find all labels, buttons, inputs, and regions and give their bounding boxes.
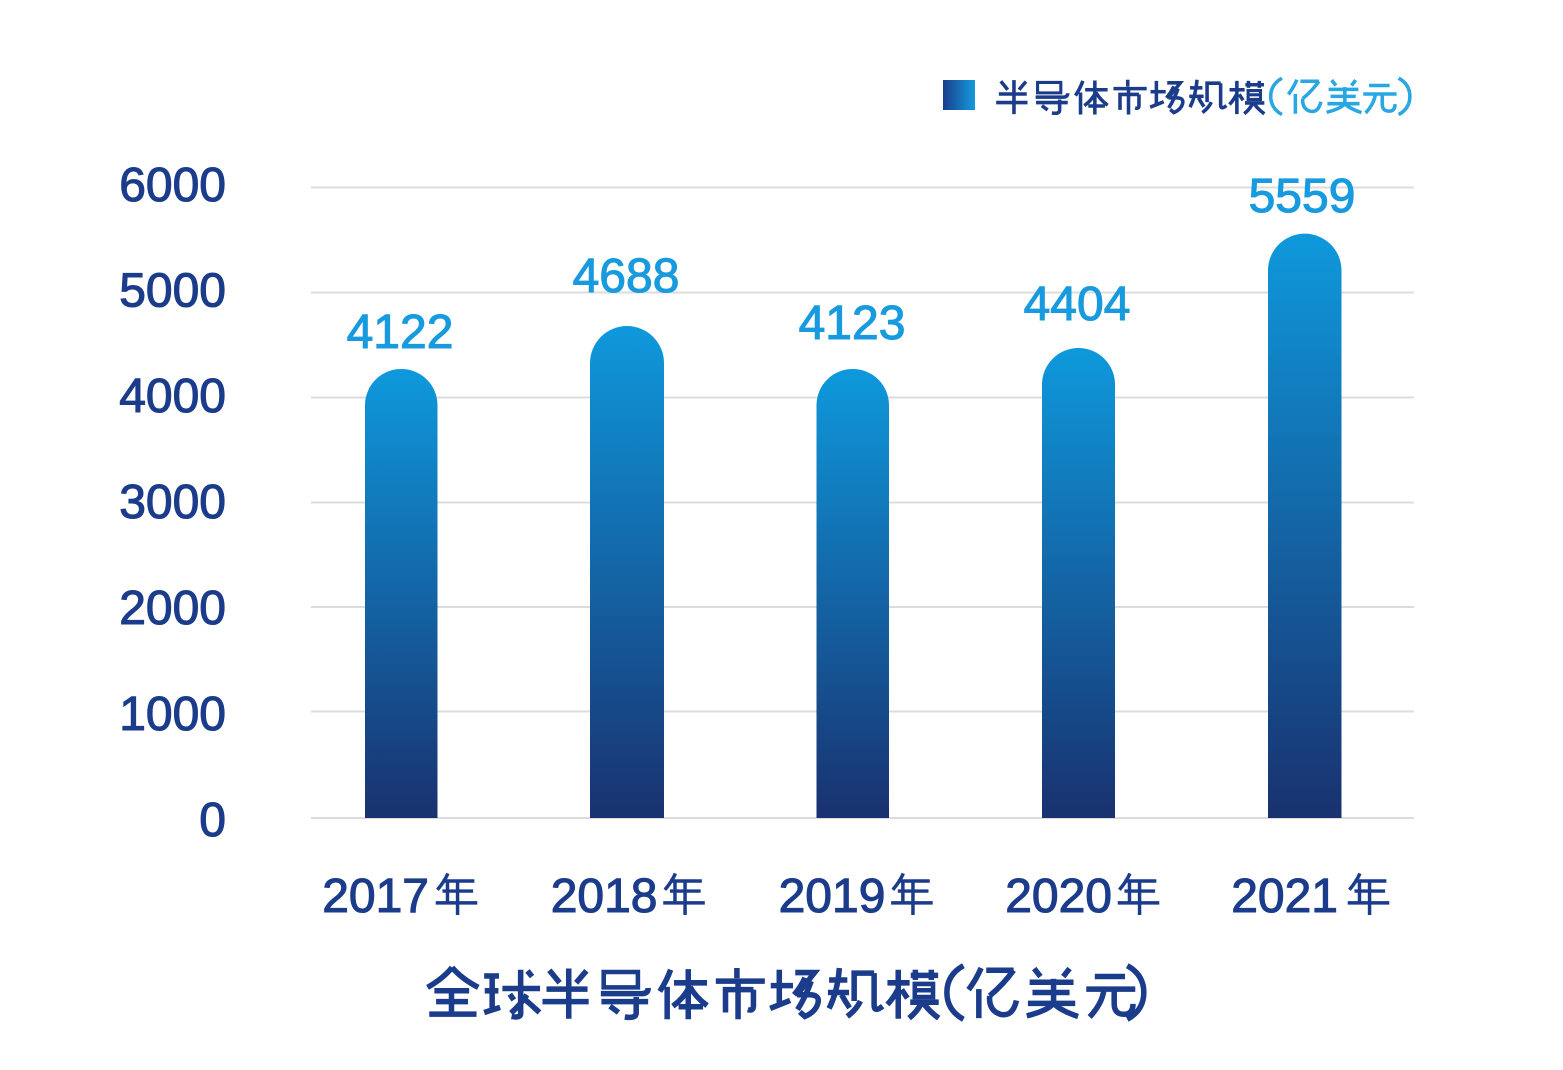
svg-text:4122: 4122 xyxy=(347,306,454,359)
svg-text:2018: 2018 xyxy=(551,870,658,923)
svg-text:5000: 5000 xyxy=(119,265,226,318)
svg-text:2017: 2017 xyxy=(322,870,429,923)
svg-text:2000: 2000 xyxy=(119,582,226,635)
svg-text:6000: 6000 xyxy=(119,159,226,212)
svg-text:0: 0 xyxy=(199,794,226,847)
svg-text:4123: 4123 xyxy=(799,297,906,350)
svg-text:2020: 2020 xyxy=(1005,870,1112,923)
svg-text:1000: 1000 xyxy=(119,688,226,741)
svg-text:5559: 5559 xyxy=(1249,170,1356,223)
svg-text:2019: 2019 xyxy=(779,870,886,923)
svg-text:4688: 4688 xyxy=(573,250,680,303)
svg-text:4404: 4404 xyxy=(1024,278,1131,331)
svg-text:2021: 2021 xyxy=(1231,870,1338,923)
svg-text:3000: 3000 xyxy=(119,476,226,529)
svg-text:4000: 4000 xyxy=(119,370,226,423)
